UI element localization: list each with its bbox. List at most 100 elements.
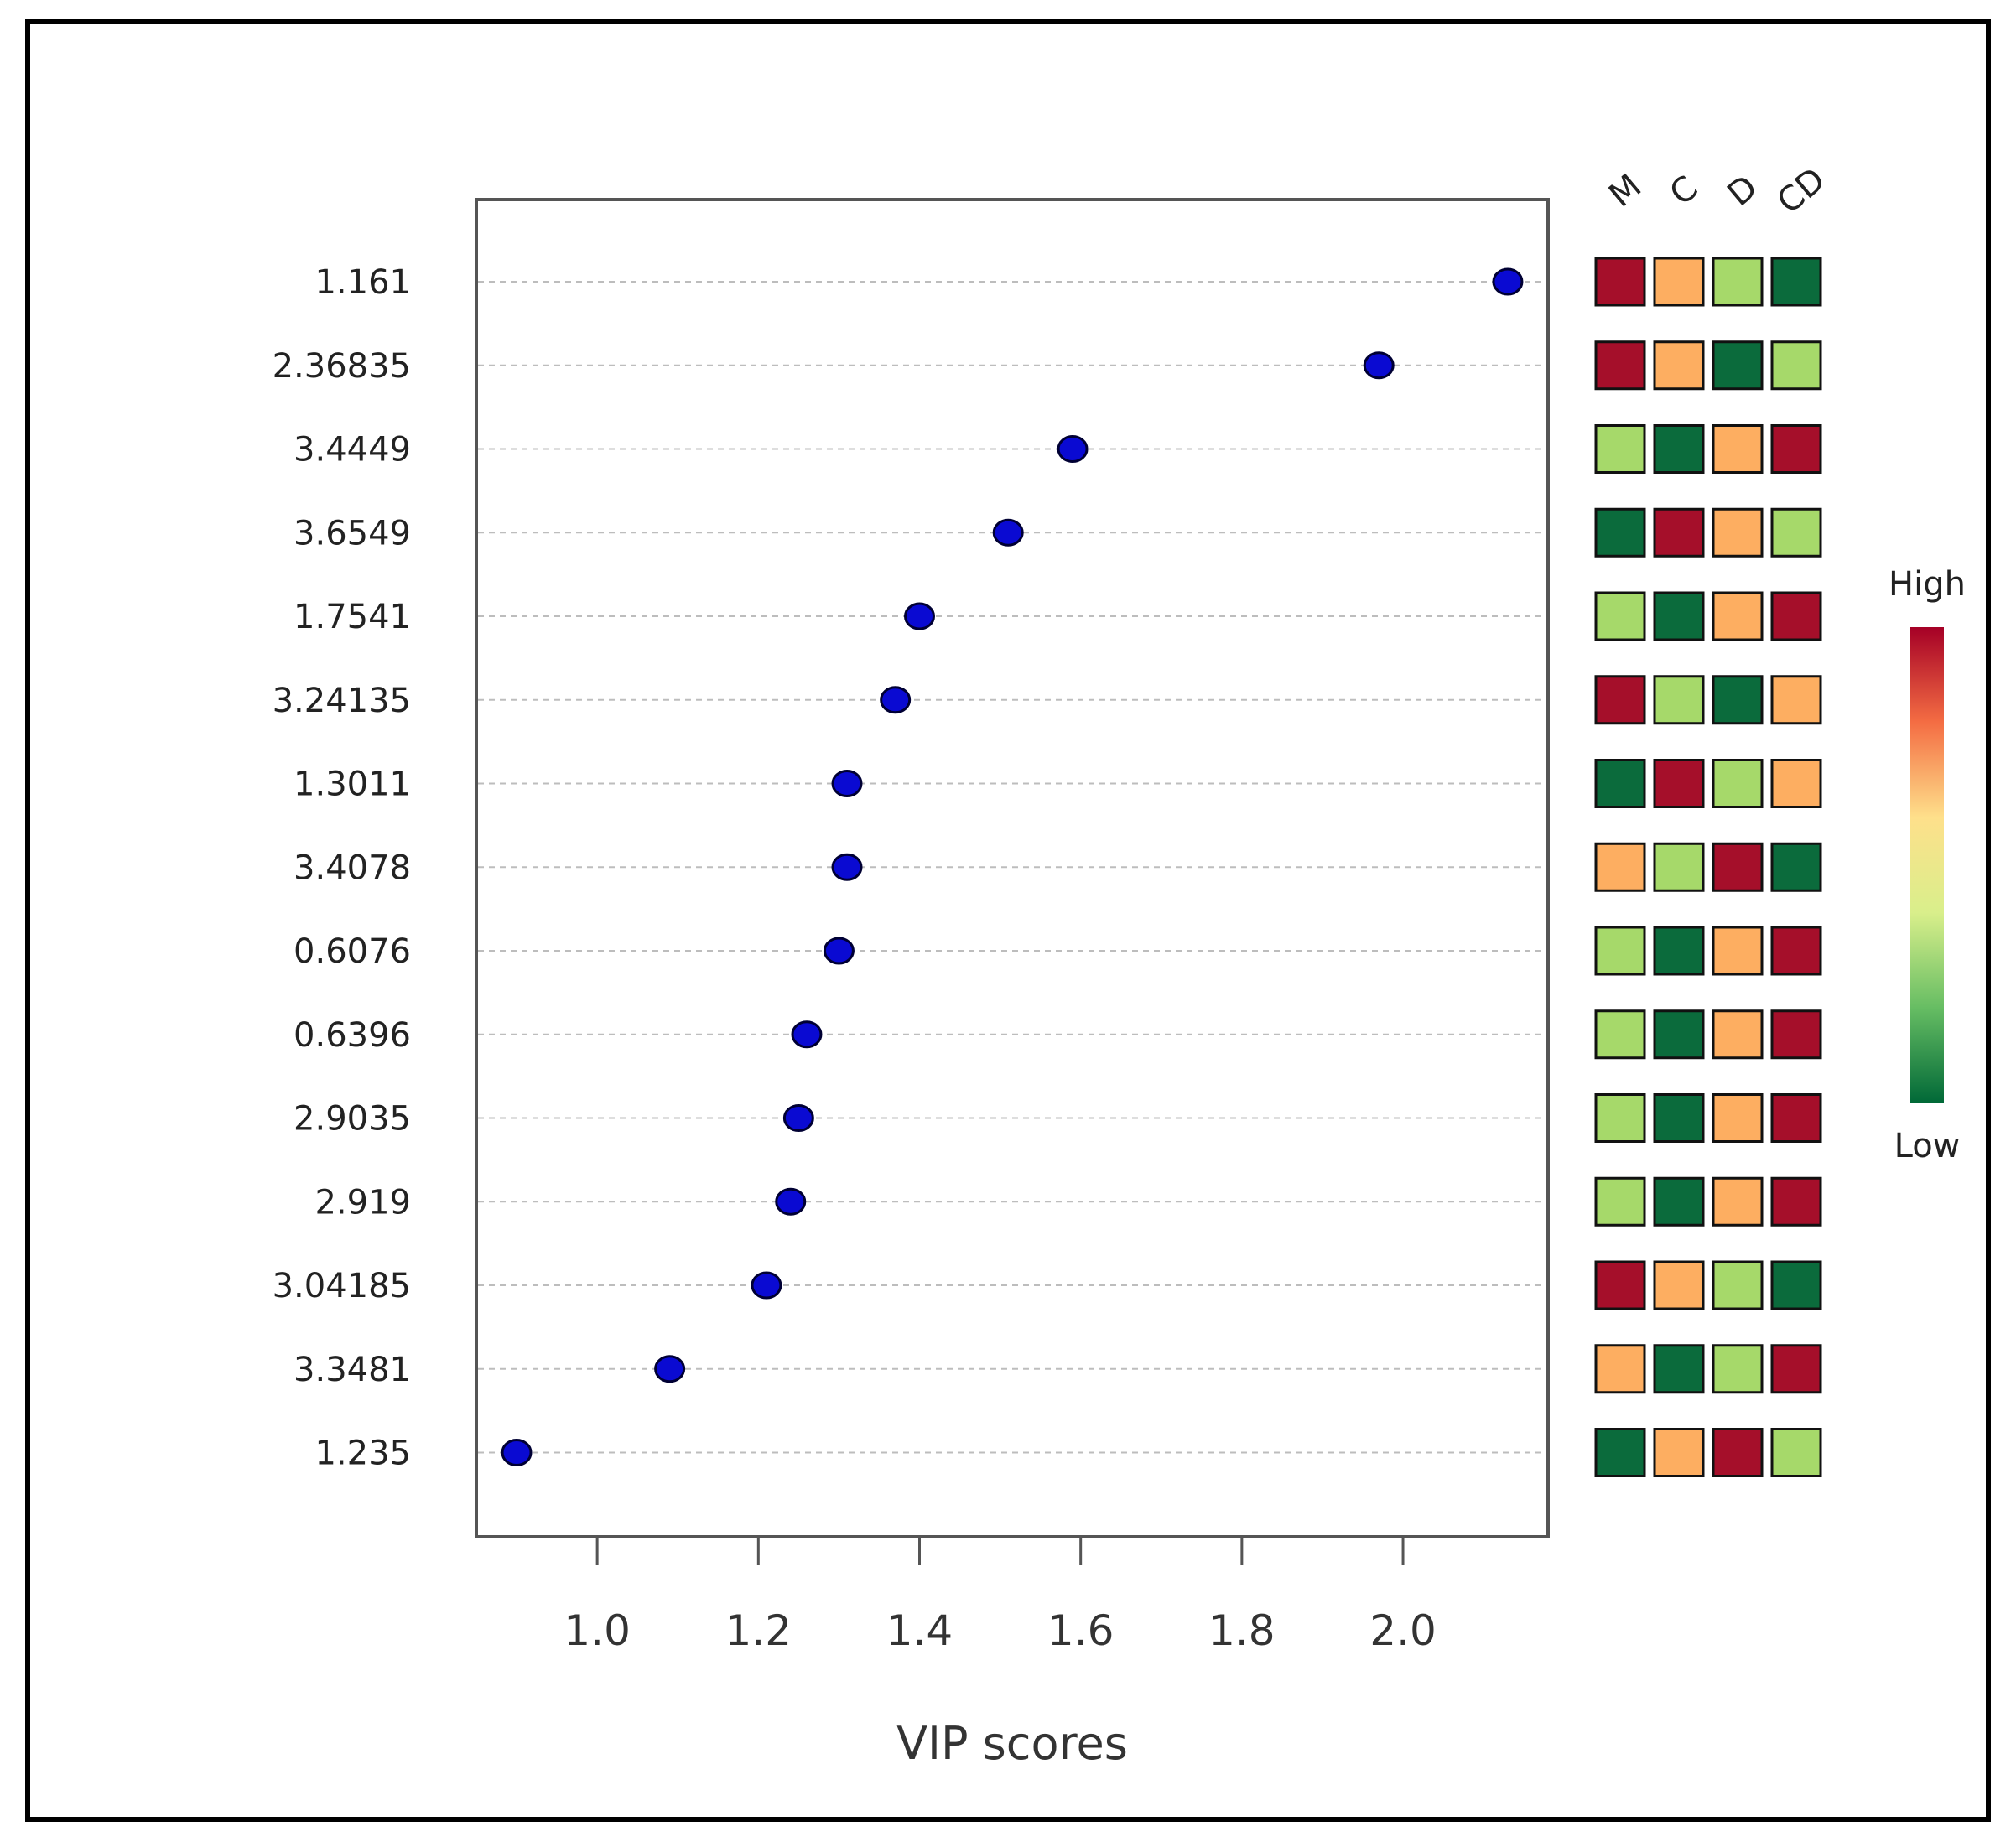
heatmap-cell xyxy=(1712,1093,1764,1143)
heatmap-cell xyxy=(1653,507,1705,558)
heatmap-cell xyxy=(1594,759,1646,808)
heatmap-cell xyxy=(1712,340,1764,391)
feature-label: 0.6396 xyxy=(294,1016,411,1055)
feature-label: 3.6549 xyxy=(294,514,411,553)
heatmap-cell xyxy=(1712,1344,1764,1394)
x-axis-title: VIP scores xyxy=(896,1717,1128,1770)
heatmap-cell xyxy=(1712,1009,1764,1060)
heatmap-cell xyxy=(1653,1428,1705,1477)
heatmap-cell xyxy=(1770,507,1822,558)
vip-point xyxy=(1057,435,1089,463)
feature-label: 0.6076 xyxy=(294,932,411,971)
heatmap-cell xyxy=(1770,591,1822,641)
x-tick-label: 1.6 xyxy=(1047,1606,1115,1655)
heatmap-cell xyxy=(1653,257,1705,307)
group-label: D xyxy=(1720,168,1764,214)
vip-point xyxy=(782,1104,814,1132)
vip-point xyxy=(880,686,912,714)
heatmap-cell xyxy=(1653,591,1705,641)
x-tick-label: 1.8 xyxy=(1208,1606,1276,1655)
feature-label: 1.161 xyxy=(314,263,411,302)
heatmap-cell xyxy=(1712,424,1764,474)
feature-label: 1.235 xyxy=(314,1435,411,1473)
heatmap-cell xyxy=(1770,1428,1822,1477)
heatmap-cell xyxy=(1770,926,1822,976)
heatmap-cell xyxy=(1712,1260,1764,1310)
color-legend-bar xyxy=(1910,627,1944,1103)
x-tick-label: 1.2 xyxy=(725,1606,792,1655)
group-label: CD xyxy=(1770,160,1833,221)
vip-point xyxy=(501,1439,533,1466)
feature-label: 3.3481 xyxy=(294,1351,411,1389)
feature-label: 1.7541 xyxy=(294,598,411,636)
heatmap-cell xyxy=(1712,1428,1764,1477)
vip-point xyxy=(823,937,855,965)
vip-point xyxy=(775,1187,807,1216)
heatmap-cell xyxy=(1653,1344,1705,1394)
heatmap-cell xyxy=(1712,1176,1764,1227)
heatmap-cell xyxy=(1770,1176,1822,1227)
vip-point xyxy=(903,602,935,630)
heatmap-cell xyxy=(1653,340,1705,391)
vip-point xyxy=(1363,351,1395,380)
vip-point xyxy=(791,1020,823,1049)
heatmap-cell xyxy=(1653,1260,1705,1310)
feature-label: 3.4449 xyxy=(294,431,411,470)
heatmap-cell xyxy=(1770,1344,1822,1394)
group-label: C xyxy=(1663,169,1706,213)
heatmap-cell xyxy=(1712,507,1764,558)
feature-label: 3.24135 xyxy=(273,682,411,720)
heatmap-cell xyxy=(1653,759,1705,808)
heatmap-cell xyxy=(1770,1260,1822,1310)
heatmap-cell xyxy=(1653,675,1705,725)
heatmap-cell xyxy=(1770,675,1822,725)
heatmap-cell xyxy=(1770,340,1822,391)
heatmap-cell xyxy=(1770,759,1822,808)
x-tick-label: 1.0 xyxy=(564,1606,631,1655)
heatmap-cell xyxy=(1770,424,1822,474)
heatmap-cell xyxy=(1594,842,1646,892)
heatmap-cell xyxy=(1712,926,1764,976)
x-tick-label: 2.0 xyxy=(1369,1606,1437,1655)
heatmap-cell xyxy=(1712,842,1764,892)
heatmap-cell xyxy=(1594,1176,1646,1227)
vip-point xyxy=(654,1355,686,1383)
vip-point xyxy=(1492,267,1524,296)
heatmap-cell xyxy=(1594,340,1646,391)
heatmap-cell xyxy=(1594,1344,1646,1394)
heatmap-cell xyxy=(1594,1428,1646,1477)
plot-area xyxy=(475,198,1550,1538)
feature-label: 3.4078 xyxy=(294,848,411,887)
heatmap-cell xyxy=(1712,257,1764,307)
legend-high-label: High xyxy=(1889,565,1966,604)
heatmap-cell xyxy=(1594,1260,1646,1310)
heatmap-cell xyxy=(1594,424,1646,474)
heatmap-cell xyxy=(1770,1009,1822,1060)
legend-low-label: Low xyxy=(1894,1127,1961,1165)
heatmap-cell xyxy=(1594,1093,1646,1143)
heatmap-cell xyxy=(1653,1009,1705,1060)
heatmap-cell xyxy=(1770,1093,1822,1143)
feature-label: 2.9035 xyxy=(294,1100,411,1139)
heatmap-cell xyxy=(1653,1176,1705,1227)
feature-label: 1.3011 xyxy=(294,765,411,804)
heatmap-cell xyxy=(1653,842,1705,892)
feature-label: 2.919 xyxy=(314,1183,411,1222)
heatmap-cell xyxy=(1653,424,1705,474)
vip-point xyxy=(992,518,1024,547)
heatmap-cell xyxy=(1594,1009,1646,1060)
heatmap-cell xyxy=(1653,926,1705,976)
heatmap-cell xyxy=(1594,926,1646,976)
heatmap-cell xyxy=(1712,675,1764,725)
feature-label: 2.36835 xyxy=(273,347,411,386)
x-tick-label: 1.4 xyxy=(886,1606,953,1655)
heatmap-cell xyxy=(1712,759,1764,808)
heatmap-cell xyxy=(1594,675,1646,725)
heatmap-cell xyxy=(1594,257,1646,307)
heatmap-cell xyxy=(1594,591,1646,641)
vip-point xyxy=(831,853,863,881)
heatmap-cell xyxy=(1594,507,1646,558)
group-label: M xyxy=(1602,167,1649,215)
feature-label: 3.04185 xyxy=(273,1267,411,1305)
